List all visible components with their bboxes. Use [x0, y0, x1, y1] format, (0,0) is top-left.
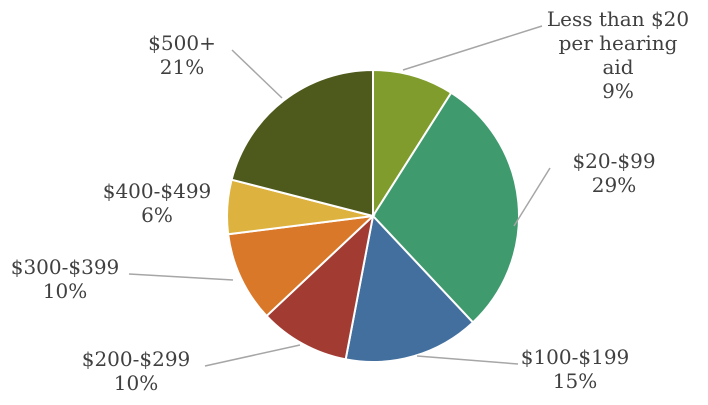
pie-slice-3	[344, 213, 475, 363]
slice-percent: 9%	[602, 79, 634, 103]
slice-label-4: $200-$299 10%	[82, 347, 191, 395]
slice-label-2: $20-$99 29%	[572, 149, 655, 197]
slice-category: per hearing	[559, 31, 678, 55]
slice-percent: 29%	[592, 173, 636, 197]
slice-category: $500+	[148, 31, 216, 55]
pie-slice-4	[265, 213, 375, 361]
slice-category: $100-$199	[521, 345, 630, 369]
pie-slice-1	[372, 68, 453, 220]
slice-percent: 15%	[553, 369, 597, 393]
slice-label-7: $500+ 21%	[148, 31, 216, 79]
slice-percent: 21%	[160, 55, 204, 79]
slice-percent: 6%	[141, 203, 173, 227]
slice-category: $200-$299	[82, 347, 191, 371]
slice-category: Less than $20	[547, 7, 689, 31]
slice-label-6: $400-$499 6%	[103, 179, 212, 227]
leader-line-4	[204, 344, 301, 367]
leader-line-1	[402, 25, 543, 71]
leader-line-3	[416, 355, 519, 365]
data-labels: Less than $20 per hearing aid 9%$20-$99 29%$…	[11, 7, 689, 395]
slice-label-3: $100-$199 15%	[521, 345, 630, 393]
slice-category: $400-$499	[103, 179, 212, 203]
pie-slice-5	[227, 214, 376, 318]
pie-slice-7	[230, 68, 374, 218]
slice-category: $300-$399	[11, 255, 120, 279]
pie-slice-2	[371, 91, 520, 324]
leader-line-7	[231, 49, 283, 99]
pie-slices	[226, 68, 520, 363]
slice-label-5: $300-$399 10%	[11, 255, 120, 303]
slice-percent: 10%	[114, 371, 158, 395]
leader-line-2	[513, 167, 551, 227]
slice-category: $20-$99	[572, 149, 655, 173]
leader-line-5	[128, 273, 234, 281]
slice-percent: 10%	[43, 279, 87, 303]
leader-lines	[128, 25, 551, 367]
slice-category: aid	[602, 55, 633, 79]
slice-label-1: Less than $20 per hearing aid 9%	[547, 7, 689, 103]
